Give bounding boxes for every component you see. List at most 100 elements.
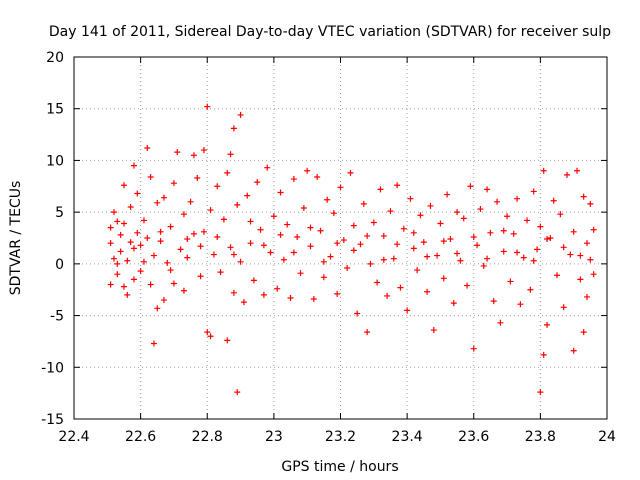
data-point <box>380 232 387 239</box>
data-point <box>304 167 311 174</box>
y-tick-label: 20 <box>46 50 64 66</box>
x-tick-label: 23.2 <box>325 429 356 445</box>
data-point <box>354 310 361 317</box>
data-point <box>470 233 477 240</box>
data-point <box>510 230 517 237</box>
data-point <box>487 229 494 236</box>
data-point <box>474 242 481 249</box>
data-point <box>550 197 557 204</box>
data-point <box>577 276 584 283</box>
data-point <box>320 274 327 281</box>
data-point <box>227 244 234 251</box>
data-point <box>214 183 221 190</box>
data-point <box>544 236 551 243</box>
data-point <box>130 276 137 283</box>
data-point <box>207 207 214 214</box>
data-point <box>440 238 447 245</box>
data-point <box>307 224 314 231</box>
data-point <box>564 171 571 178</box>
data-point <box>157 238 164 245</box>
x-tick-label: 23 <box>265 429 283 445</box>
data-point <box>444 191 451 198</box>
data-point <box>247 218 254 225</box>
data-point <box>554 272 561 279</box>
x-tick-label: 24 <box>598 429 616 445</box>
y-tick-label: 0 <box>55 257 64 273</box>
data-point <box>330 210 337 217</box>
data-point <box>277 231 284 238</box>
data-point <box>197 273 204 280</box>
data-point <box>527 286 534 293</box>
data-point <box>280 256 287 263</box>
data-point <box>407 195 414 202</box>
data-point <box>167 223 174 230</box>
data-point <box>177 246 184 253</box>
data-point <box>517 301 524 308</box>
data-point <box>267 249 274 256</box>
data-point <box>297 270 304 277</box>
data-point <box>150 340 157 347</box>
data-point <box>537 223 544 230</box>
data-point <box>587 200 594 207</box>
data-point <box>167 267 174 274</box>
y-tick-labels: -15 -10 -5 0 5 10 15 20 <box>41 50 64 428</box>
data-point <box>544 321 551 328</box>
data-point <box>580 193 587 200</box>
y-tick-label: 5 <box>55 205 64 221</box>
data-point <box>127 239 134 246</box>
data-point <box>207 333 214 340</box>
data-point <box>114 260 121 267</box>
data-point <box>157 228 164 235</box>
data-point <box>170 180 177 187</box>
data-point <box>127 203 134 210</box>
data-point <box>240 299 247 306</box>
x-tick-label: 23.8 <box>525 429 556 445</box>
data-point <box>214 233 221 240</box>
data-point <box>507 278 514 285</box>
data-point <box>430 327 437 334</box>
data-point <box>264 164 271 171</box>
data-point <box>230 125 237 132</box>
data-point <box>500 248 507 255</box>
data-point <box>467 183 474 190</box>
data-point <box>524 217 531 224</box>
data-point <box>434 252 441 259</box>
data-point <box>394 241 401 248</box>
data-point <box>377 186 384 193</box>
data-point <box>380 256 387 263</box>
data-point <box>500 227 507 234</box>
data-point <box>190 230 197 237</box>
data-points <box>107 103 597 396</box>
data-point <box>520 254 527 261</box>
data-point <box>367 260 374 267</box>
data-point <box>374 279 381 286</box>
x-tick-label: 23.6 <box>458 429 489 445</box>
data-point <box>334 240 341 247</box>
data-point <box>530 257 537 264</box>
data-point <box>464 282 471 289</box>
y-axis-label: SDTVAR / TECUs <box>8 181 24 296</box>
data-point <box>567 251 574 258</box>
data-point <box>110 209 117 216</box>
data-point <box>107 240 114 247</box>
axis-ticks <box>73 56 608 420</box>
x-tick-label: 23.4 <box>392 429 423 445</box>
data-point <box>350 222 357 229</box>
data-point <box>227 151 234 158</box>
data-point <box>514 195 521 202</box>
data-point <box>120 182 127 189</box>
data-point <box>540 351 547 358</box>
data-point <box>277 189 284 196</box>
data-point <box>200 228 207 235</box>
data-point <box>410 229 417 236</box>
data-point <box>537 389 544 396</box>
data-point <box>234 389 241 396</box>
data-point <box>454 209 461 216</box>
data-point <box>164 259 171 266</box>
data-point <box>394 182 401 189</box>
data-point <box>130 245 137 252</box>
data-point <box>294 233 301 240</box>
data-point <box>320 258 327 265</box>
data-point <box>147 173 154 180</box>
